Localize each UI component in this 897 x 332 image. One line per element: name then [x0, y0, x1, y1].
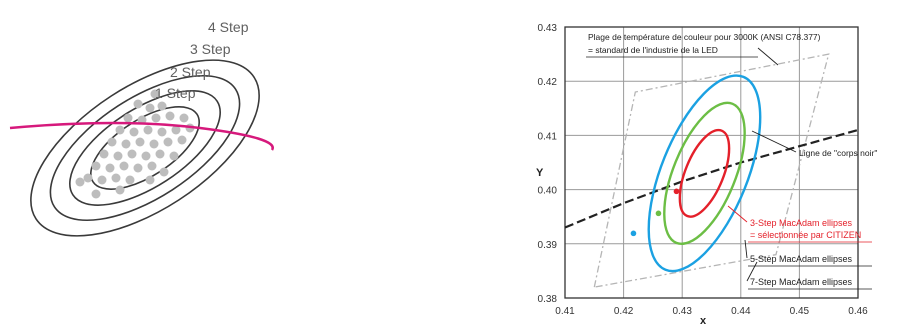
step-ellipse-4: [30, 59, 260, 237]
sample-point: [171, 125, 181, 135]
sample-point: [75, 177, 85, 187]
x-tick-label: 0.41: [555, 306, 575, 317]
sample-point: [150, 89, 160, 99]
sample-point: [91, 189, 101, 199]
step-2-label: 2 Step: [170, 64, 211, 80]
x-tick-label: 0.45: [790, 306, 810, 317]
tick-labels: 0.41 0.42 0.43 0.44 0.45 0.46 0.38 0.39 0.40 0.41…: [538, 23, 869, 317]
chart-canvas: 0.41 0.42 0.43 0.44 0.45 0.46 0.38 0.39 0.40 0.41…: [536, 23, 877, 327]
sample-point: [99, 149, 109, 159]
citizen-annotation: = sélectionnée par CITIZEN: [750, 230, 861, 240]
chart-grid: [564, 26, 859, 299]
sample-point: [163, 137, 173, 147]
annotation-leader: [757, 47, 779, 66]
x-tick-label: 0.42: [614, 306, 634, 317]
x-tick-label: 0.46: [848, 306, 868, 317]
sample-point: [133, 163, 143, 173]
sample-point: [141, 151, 151, 161]
sample-point: [165, 111, 175, 121]
annotation-leader: [744, 239, 748, 259]
sample-point: [83, 173, 93, 183]
ansi-range: [593, 53, 830, 288]
step-4-label: 4 Step: [208, 19, 249, 35]
sample-point: [169, 151, 179, 161]
sample-point: [177, 135, 187, 145]
sample-point: [107, 137, 117, 147]
step-ellipse-2: [69, 90, 221, 206]
macadam-step-diagram: 4 Step 3 Step 2 Step 1 Step: [0, 0, 300, 327]
sample-point: [127, 149, 137, 159]
ellipse-marker: [673, 188, 680, 195]
annotation-leader: [746, 261, 758, 282]
y-tick-label: 0.38: [538, 294, 558, 305]
ellipse-3-step: [678, 128, 731, 218]
sample-point: [145, 175, 155, 185]
ansi-annotation-line2: = standard de l'industrie de la LED: [588, 45, 718, 55]
ellipse-marker: [655, 210, 662, 217]
sample-point: [179, 113, 189, 123]
step-ellipses: [30, 59, 260, 237]
ellipse-marker: [630, 230, 637, 237]
blackbody-line: [564, 128, 859, 229]
step-3-label: 3 Step: [190, 41, 231, 57]
blackbody-curve: [9, 121, 274, 151]
y-tick-label: 0.40: [538, 186, 558, 197]
y-tick-label: 0.43: [538, 23, 558, 34]
sample-point: [123, 113, 133, 123]
sample-point: [149, 139, 159, 149]
blackbody-path: [564, 128, 859, 229]
annotations: Plage de température de couleur pour 300…: [536, 32, 877, 327]
sample-point: [157, 101, 167, 111]
sample-point: [133, 99, 143, 109]
sample-point: [135, 137, 145, 147]
sample-point: [115, 185, 125, 195]
step-diagram-canvas: 4 Step 3 Step 2 Step 1 Step: [9, 19, 274, 237]
ansi-quadrangle: [593, 53, 830, 288]
x-tick-label: 0.44: [731, 306, 751, 317]
plot-frame: [564, 26, 859, 299]
sample-point: [145, 103, 155, 113]
x-tick-label: 0.43: [672, 306, 692, 317]
sample-point: [151, 113, 161, 123]
sample-point: [113, 151, 123, 161]
ellipse-7-step: [647, 74, 762, 273]
sample-point: [115, 125, 125, 135]
sample-point: [147, 161, 157, 171]
sample-point: [91, 161, 101, 171]
y-tick-label: 0.39: [538, 240, 558, 251]
sample-points: [75, 89, 195, 199]
sample-point: [97, 175, 107, 185]
annotation-leader: [727, 205, 748, 223]
sample-point: [129, 127, 139, 137]
ellipse-5-step: [663, 101, 746, 246]
blackbody-annotation: Ligne de "corps noir": [799, 148, 877, 158]
sample-point: [157, 127, 167, 137]
label-3-step: 3-Step MacAdam ellipses: [750, 218, 853, 228]
step-ellipse-1: [90, 106, 200, 190]
step-ellipse-3: [49, 74, 241, 222]
y-tick-label: 0.42: [538, 77, 558, 88]
macadam-ellipses: [630, 74, 762, 273]
sample-point: [111, 173, 121, 183]
sample-point: [121, 139, 131, 149]
label-5-step: 5-Step MacAdam ellipses: [750, 254, 853, 264]
x-axis-label: x: [700, 315, 707, 327]
annotation-leader: [751, 130, 797, 153]
y-tick-label: 0.41: [538, 131, 558, 142]
y-axis-label: Y: [536, 167, 544, 179]
sample-point: [105, 163, 115, 173]
label-7-step: 7-Step MacAdam ellipses: [750, 277, 853, 287]
sample-point: [155, 149, 165, 159]
sample-point: [125, 175, 135, 185]
step-1-label: 1 Step: [155, 85, 196, 101]
sample-point: [119, 161, 129, 171]
sample-point: [143, 125, 153, 135]
sample-point: [159, 167, 169, 177]
ansi-annotation-line1: Plage de température de couleur pour 300…: [588, 32, 821, 42]
macadam-chart: 0.41 0.42 0.43 0.44 0.45 0.46 0.38 0.39 0.40 0.41…: [500, 0, 897, 327]
